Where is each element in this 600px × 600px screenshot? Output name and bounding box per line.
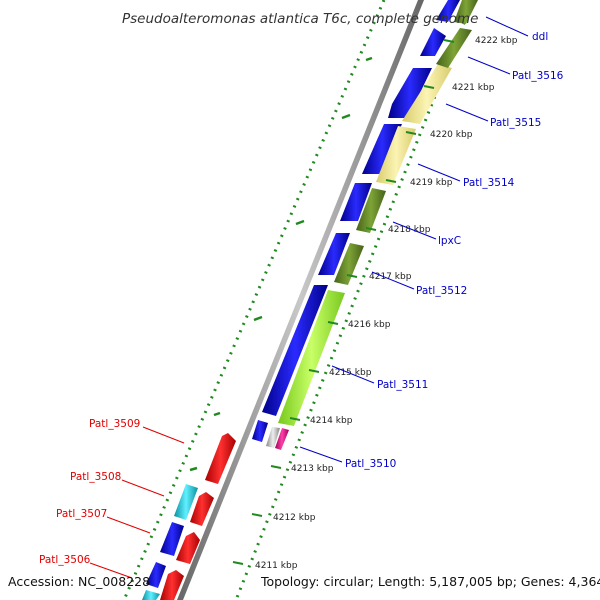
scale-label-4213: 4213 kbp bbox=[291, 464, 334, 474]
gene-patl-3514-arrow bbox=[376, 126, 416, 185]
gene-patl-3516-arrow bbox=[436, 28, 472, 68]
gene-patl-3508-arrow bbox=[174, 484, 198, 520]
forward-gene-labels: ddl Patl_3516 Patl_3515 Patl_3514 lpxC P… bbox=[299, 16, 564, 470]
leader-line bbox=[121, 479, 165, 497]
gene-label-patl-3507: Patl_3507 bbox=[56, 508, 107, 520]
genome-summary-text: Topology: circular; Length: 5,187,005 bp… bbox=[260, 574, 600, 589]
gene-patl-3512-arrow bbox=[334, 243, 364, 285]
gene-lpxc-arrow bbox=[356, 188, 386, 233]
scale-label-4221: 4221 kbp bbox=[452, 83, 495, 93]
leader-line bbox=[106, 516, 151, 534]
gene-label-patl-3509: Patl_3509 bbox=[89, 418, 140, 430]
reverse-genes bbox=[142, 433, 236, 600]
leader-line bbox=[445, 103, 489, 122]
scale-label-4220: 4220 kbp bbox=[430, 130, 473, 140]
scale-label-4216: 4216 kbp bbox=[348, 320, 391, 330]
gene-arrow bbox=[362, 124, 402, 174]
gene-label-patl-3512: Patl_3512 bbox=[416, 285, 467, 297]
scale-label-4219: 4219 kbp bbox=[410, 178, 453, 188]
gene-patl-3511-arrow bbox=[278, 290, 345, 426]
scale-ticks bbox=[232, 39, 455, 565]
gene-arrow bbox=[318, 233, 350, 275]
gene-label-patl-3508: Patl_3508 bbox=[70, 471, 121, 483]
gene-arrow bbox=[436, 0, 460, 22]
gene-label-ddl: ddl bbox=[532, 31, 548, 43]
gene-arrow bbox=[146, 562, 166, 588]
gene-patl-3515-arrow bbox=[402, 64, 452, 124]
scale-label-4212: 4212 kbp bbox=[273, 513, 316, 523]
scale-label-4211: 4211 kbp bbox=[255, 561, 298, 571]
gene-label-lpxc: lpxC bbox=[438, 235, 461, 247]
gene-arrow bbox=[190, 492, 214, 526]
leader-line bbox=[331, 365, 375, 384]
scale-label-4217: 4217 kbp bbox=[369, 272, 412, 282]
gene-label-patl-3510: Patl_3510 bbox=[345, 458, 396, 470]
forward-genes bbox=[252, 0, 478, 450]
gene-label-patl-3516: Patl_3516 bbox=[512, 70, 564, 82]
map-title: Pseudoalteromonas atlantica T6c, complet… bbox=[122, 11, 478, 27]
leader-line bbox=[89, 562, 133, 579]
leader-line bbox=[299, 446, 343, 463]
outer-dotted-track bbox=[122, 0, 386, 600]
scale-labels: 4211 kbp 4212 kbp 4213 kbp 4214 kbp 4215… bbox=[255, 36, 518, 571]
leader-line bbox=[392, 221, 437, 240]
gene-arrow bbox=[252, 420, 268, 442]
gene-patl-3506-arrow bbox=[160, 570, 184, 600]
gene-arrow bbox=[262, 285, 328, 416]
gene-patl-3510-arrow bbox=[266, 427, 280, 448]
gene-arrow bbox=[388, 68, 432, 118]
gene-arrow bbox=[420, 28, 446, 56]
accession-text: Accession: NC_008228 bbox=[8, 574, 150, 589]
gene-label-patl-3515: Patl_3515 bbox=[490, 117, 541, 129]
gene-ddl-arrow bbox=[454, 0, 478, 24]
leader-line bbox=[485, 16, 529, 37]
gene-arrow bbox=[340, 183, 372, 221]
gene-arrow bbox=[176, 532, 200, 564]
scale-label-4218: 4218 kbp bbox=[388, 225, 431, 235]
gc-skew-dashes bbox=[189, 56, 373, 472]
gene-patl-3507-arrow bbox=[160, 522, 184, 556]
leader-line bbox=[371, 271, 415, 290]
leader-line bbox=[417, 163, 461, 182]
gene-arrow bbox=[142, 590, 160, 600]
gene-label-patl-3511: Patl_3511 bbox=[377, 379, 428, 391]
gene-patl-3509-arrow bbox=[205, 433, 236, 484]
reverse-gene-labels: Patl_3509 Patl_3508 Patl_3507 Patl_3506 bbox=[39, 418, 185, 579]
genome-backbone bbox=[177, 0, 424, 600]
leader-line bbox=[142, 426, 185, 444]
gene-label-patl-3506: Patl_3506 bbox=[39, 554, 91, 566]
leader-line bbox=[467, 56, 511, 75]
gene-label-patl-3514: Patl_3514 bbox=[463, 177, 515, 189]
scale-label-4214: 4214 kbp bbox=[310, 416, 353, 426]
inner-dotted-track bbox=[234, 0, 475, 600]
scale-label-4222: 4222 kbp bbox=[475, 36, 518, 46]
gene-patl-3510-arrow bbox=[275, 428, 289, 450]
